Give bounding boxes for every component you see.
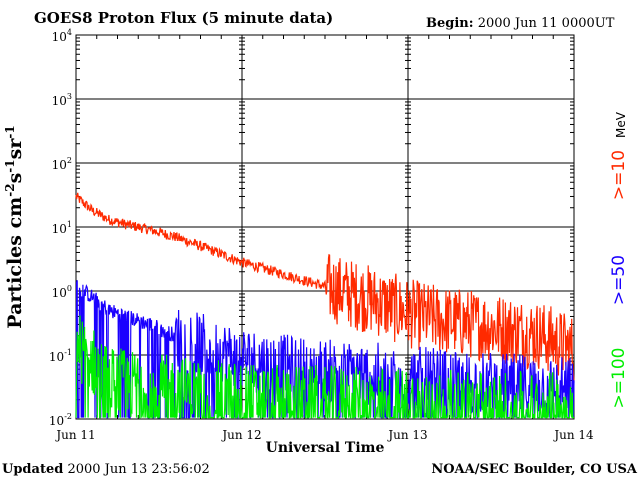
y-tick-label: 103 <box>52 92 72 108</box>
y-tick-base: 10 <box>49 350 64 364</box>
x-axis-title: Universal Time <box>266 440 385 456</box>
legend-ge50: >=50 <box>609 255 629 305</box>
x-tick-label: Jun 11 <box>54 428 95 442</box>
y-tick-exponent: 3 <box>67 92 72 101</box>
chart-title: GOES8 Proton Flux (5 minute data) <box>34 9 333 27</box>
x-tick-label: Jun 14 <box>552 428 594 442</box>
y-tick-base: 10 <box>52 94 67 108</box>
begin-value: 2000 Jun 11 0000UT <box>478 16 615 31</box>
credit-text: NOAA/SEC Boulder, CO USA <box>431 462 638 477</box>
updated-stamp: Updated 2000 Jun 13 23:56:02 <box>2 462 210 477</box>
y-tick-label: 102 <box>52 156 72 172</box>
legend-ge100: >=100 <box>609 348 629 409</box>
updated-label: Updated <box>2 462 63 477</box>
begin-label: Begin: <box>426 16 474 31</box>
begin-time: Begin: 2000 Jun 11 0000UT <box>426 16 615 31</box>
y-axis-title: Particles cm-2s-1sr-1 <box>3 125 26 328</box>
y-tick-label: 10-1 <box>49 348 72 364</box>
y-tick-exponent: 1 <box>67 220 72 229</box>
y-tick-label: 100 <box>52 284 72 300</box>
y-tick-base: 10 <box>52 222 67 236</box>
y-tick-base: 10 <box>52 286 67 300</box>
updated-value: 2000 Jun 13 23:56:02 <box>67 462 209 477</box>
legend-unit: MeV <box>614 111 628 138</box>
y-tick-label: 104 <box>52 28 72 44</box>
x-tick-label: Jun 13 <box>386 428 427 442</box>
y-tick-label: 10-2 <box>49 412 72 428</box>
y-tick-base: 10 <box>52 30 67 44</box>
y-tick-exponent: 2 <box>67 156 72 165</box>
y-tick-label: 101 <box>52 220 72 236</box>
x-tick-labels: Jun 11 Jun 12 Jun 13 Jun 14 <box>54 428 594 442</box>
y-tick-exponent: -1 <box>64 348 72 357</box>
y-tick-base: 10 <box>49 414 64 428</box>
series-line-1 <box>75 192 575 383</box>
y-tick-exponent: -2 <box>64 412 72 421</box>
series-line-3 <box>75 315 574 420</box>
legend-ge10: >=10 <box>609 150 629 200</box>
y-tick-exponent: 4 <box>67 28 72 37</box>
x-tick-label: Jun 12 <box>220 428 261 442</box>
series-layer <box>75 192 575 420</box>
y-tick-exponent: 0 <box>67 284 72 293</box>
y-tick-base: 10 <box>52 158 67 172</box>
